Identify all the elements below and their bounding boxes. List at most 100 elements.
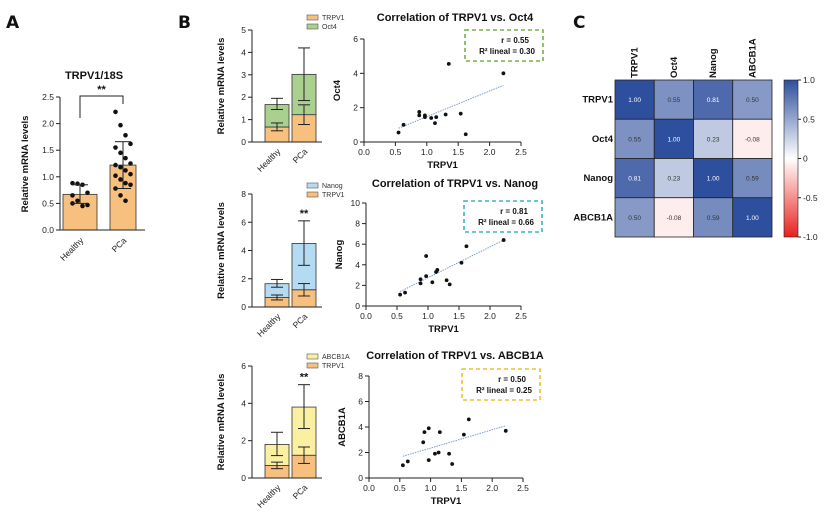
legend-label-abcb1a: ABCB1A [322,354,350,361]
data-point [426,426,431,431]
data-point [437,430,442,434]
heatmap-row-label: Oct4 [592,134,614,145]
chart-b1-bar: Relative mRNA levels 0 1 2 3 4 5 Healthy PCa TRPV… [216,14,345,174]
data-point [417,110,422,114]
y-tick-label: 6 [353,34,358,44]
chart-title: Correlation of TRPV1 vs. Oct4 [377,12,534,24]
y-tick-label: 1 [241,115,246,125]
heatmap-cell [693,158,734,199]
heatmap-col-label: TRPV1 [630,47,641,78]
x-tick-label: 2.0 [486,483,498,493]
colorbar-tick-label: -1.0 [803,232,818,242]
heatmap-row-label: Nanog [583,173,613,184]
legend-swatch-oct4 [306,23,319,30]
data-point [118,193,123,198]
data-point [128,161,133,166]
chart-c-heatmap: 1.00 0.55 0.81 0.500.55 1.00 0.23 -0.080.81 0.2… [573,38,818,242]
x-tick-label: 2.0 [484,311,496,321]
legend-swatch-trpv1 [306,362,319,369]
chart-b2-scatter: Correlation of TRPV1 vs. Nanog 0 2 4 6 8 10 0.0… [334,178,543,335]
data-point [450,462,455,466]
y-tick-label: 8 [355,219,360,229]
data-point [401,122,406,127]
y-axis-label: Nanog [334,240,345,270]
x-tick-label: PCa [291,146,310,165]
data-point [405,459,410,464]
x-tick-label: 2.5 [517,483,529,493]
x-tick-label: Healthy [255,311,283,339]
x-tick-label: PCa [291,311,310,330]
x-tick-label: 0.5 [391,311,403,321]
colorbar-tick-label: 0.5 [803,114,815,124]
heatmap-row-label: ABCB1A [573,212,613,223]
x-tick-label: PCa [291,482,310,501]
data-point [123,133,128,138]
data-point [443,112,448,117]
heatmap-cell-value: -0.08 [666,215,681,222]
heatmap-cell-value: 1.00 [707,176,720,183]
heatmap-cell [693,197,734,238]
heatmap-cell-value: 0.59 [707,215,720,222]
x-tick-label: Healthy [58,235,86,263]
significance-label: ** [300,372,309,384]
data-point [418,281,423,286]
legend-swatch-trpv1 [306,14,319,21]
y-tick-label: 1.5 [42,145,54,155]
y-tick-label: 0 [241,473,246,483]
legend-label-oct4: Oct4 [322,24,337,31]
data-point [466,417,471,422]
chart-title: TRPV1/18S [65,70,123,82]
y-tick-label: 2.5 [42,92,54,102]
data-point [429,116,434,120]
regression-line [398,84,504,129]
data-point [418,277,423,282]
data-point [75,198,80,204]
data-point [444,278,449,283]
x-tick-label: Healthy [255,482,283,510]
chart-b1-scatter: Correlation of TRPV1 vs. Oct4 0 2 4 6 0.0 0.5 1… [332,12,544,171]
x-axis-label: TRPV1 [428,324,459,335]
stats-r: r = 0.81 [500,207,528,216]
data-point [396,130,401,135]
regression-line [399,239,504,293]
heatmap-cell-value: 0.81 [707,97,720,104]
heatmap-cell-value: 0.23 [668,176,681,183]
heatmap-cell-value: 0.81 [628,176,641,183]
heatmap-col-label: Nanog [708,48,719,78]
x-tick-label: 1.0 [422,311,434,321]
y-tick-label: 4 [241,47,246,57]
data-point [501,71,506,76]
data-point [503,428,508,433]
heatmap-cell [653,197,694,238]
heatmap-col-label: ABCB1A [747,38,758,78]
stats-box [463,200,543,233]
legend-label-trpv1: TRPV1 [322,192,345,199]
x-tick-label: 1.5 [453,311,465,321]
data-point [446,61,451,66]
data-point [113,145,118,150]
colorbar-tick-label: 0 [803,154,808,164]
colorbar [783,79,799,238]
legend-swatch-trpv1 [306,191,319,198]
y-tick-label: 4 [355,260,360,270]
stats-box [464,29,544,62]
stats-r2: R² lineal = 0.30 [479,47,535,56]
data-point [463,132,468,137]
y-tick-label: 4 [241,398,246,408]
x-tick-label: 0.5 [394,483,406,493]
data-point [426,458,431,463]
data-point [70,193,75,198]
regression-line [402,425,506,457]
y-tick-label: 2 [358,448,363,458]
data-point [459,260,464,265]
legend-label-trpv1: TRPV1 [322,15,345,22]
chart-title: Correlation of TRPV1 vs. ABCB1A [366,350,544,362]
data-point [433,121,437,126]
y-tick-label: 0.0 [42,225,54,235]
panel-label-b: B [178,13,191,33]
data-point [113,173,118,179]
legend-label-nanog: Nanog [322,183,343,190]
x-tick-label: 0.0 [358,147,370,157]
y-tick-label: 4 [241,246,246,256]
